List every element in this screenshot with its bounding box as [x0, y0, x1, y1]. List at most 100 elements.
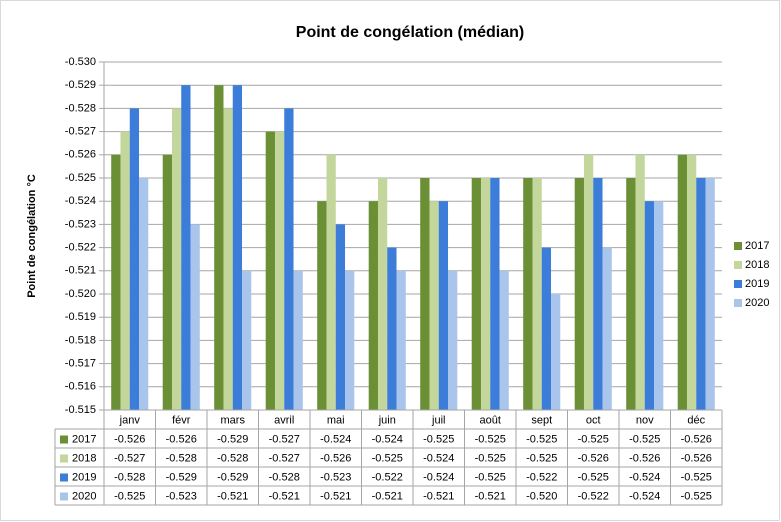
y-tick-label: -0.527	[65, 126, 96, 138]
table-cell: -0.528	[269, 471, 300, 483]
table-legend-key	[60, 435, 68, 444]
table-cell: -0.525	[578, 433, 609, 445]
y-tick-label: -0.520	[65, 288, 96, 300]
bar	[551, 294, 561, 410]
table-cell: -0.526	[114, 433, 145, 445]
y-tick-label: -0.515	[65, 404, 96, 416]
table-cell: -0.527	[269, 433, 300, 445]
legend-key	[734, 261, 742, 269]
table-cell: -0.528	[217, 452, 248, 464]
table-cell: -0.525	[681, 490, 712, 502]
table-row-label: 2019	[72, 471, 96, 483]
table-cell: -0.522	[526, 471, 557, 483]
table-cell: -0.525	[475, 452, 506, 464]
table-row-label: 2020	[72, 490, 96, 502]
bar	[223, 108, 233, 411]
table-cell: -0.525	[475, 471, 506, 483]
table-cell: -0.526	[166, 433, 197, 445]
x-tick-label: juil	[431, 414, 445, 426]
table-cell: -0.521	[217, 490, 248, 502]
bar	[574, 178, 584, 410]
table-legend-key	[60, 492, 68, 501]
bar	[438, 201, 449, 410]
y-tick-label: -0.516	[65, 381, 96, 393]
table-cell: -0.525	[475, 433, 506, 445]
table-cell: -0.524	[423, 471, 454, 483]
bar	[293, 270, 303, 410]
table-cell: -0.526	[578, 452, 609, 464]
x-tick-label: oct	[586, 414, 601, 426]
bar	[499, 270, 509, 410]
y-tick-label: -0.518	[65, 334, 96, 346]
table-cell: -0.529	[217, 471, 248, 483]
bar	[214, 85, 224, 410]
y-axis-title: Point de congélation °C	[26, 174, 38, 298]
table-cell: -0.523	[320, 471, 351, 483]
y-tick-label: -0.526	[65, 149, 96, 161]
table-cell: -0.521	[372, 490, 403, 502]
bar	[635, 154, 645, 410]
table-cell: -0.521	[269, 490, 300, 502]
table-row-label: 2018	[72, 452, 96, 464]
table-row-label: 2017	[72, 433, 96, 445]
legend-label: 2018	[745, 259, 769, 271]
bar	[274, 131, 285, 410]
table-cell: -0.523	[166, 490, 197, 502]
bar	[429, 201, 439, 410]
bar	[326, 154, 336, 410]
y-tick-label: -0.524	[65, 195, 96, 207]
bar	[171, 108, 182, 411]
y-tick-label: -0.525	[65, 172, 96, 184]
x-tick-label: janv	[119, 414, 141, 426]
bar	[602, 247, 612, 410]
bar	[471, 178, 481, 410]
bar	[139, 178, 149, 410]
table-cell: -0.521	[475, 490, 506, 502]
table-legend-key	[60, 454, 68, 463]
bar	[677, 154, 687, 410]
table-cell: -0.526	[681, 452, 712, 464]
table-cell: -0.526	[629, 452, 660, 464]
bar	[368, 201, 378, 410]
legend-key	[734, 242, 742, 250]
legend-label: 2020	[745, 297, 769, 309]
bar	[480, 178, 491, 410]
y-tick-label: -0.529	[65, 79, 96, 91]
bar	[162, 154, 172, 410]
bar	[654, 201, 664, 410]
bar	[345, 270, 355, 410]
y-tick-label: -0.530	[65, 56, 96, 68]
bar	[593, 178, 603, 410]
x-tick-label: mai	[327, 414, 345, 426]
x-tick-label: déc	[687, 414, 705, 426]
bar	[190, 224, 200, 410]
x-tick-label: avril	[274, 414, 294, 426]
table-cell: -0.524	[423, 452, 454, 464]
bar	[317, 201, 327, 410]
table-cell: -0.529	[166, 471, 197, 483]
bar	[335, 224, 346, 410]
table-cell: -0.527	[114, 452, 145, 464]
table-cell: -0.526	[320, 452, 351, 464]
table-cell: -0.528	[166, 452, 197, 464]
bar	[129, 108, 140, 411]
bar	[377, 178, 388, 410]
table-cell: -0.528	[114, 471, 145, 483]
table-cell: -0.522	[372, 471, 403, 483]
legend-key	[734, 299, 742, 307]
table-cell: -0.520	[526, 490, 557, 502]
bar	[396, 270, 406, 410]
x-tick-label: août	[480, 414, 501, 426]
bar	[686, 154, 697, 410]
y-tick-label: -0.528	[65, 102, 96, 114]
legend-label: 2017	[745, 240, 769, 252]
table-cell: -0.525	[526, 433, 557, 445]
bar	[626, 178, 636, 410]
x-tick-label: mars	[221, 414, 246, 426]
bar	[120, 131, 130, 410]
bar	[181, 85, 191, 410]
bar	[420, 178, 430, 410]
table-cell: -0.524	[629, 490, 660, 502]
y-tick-label: -0.522	[65, 242, 96, 254]
